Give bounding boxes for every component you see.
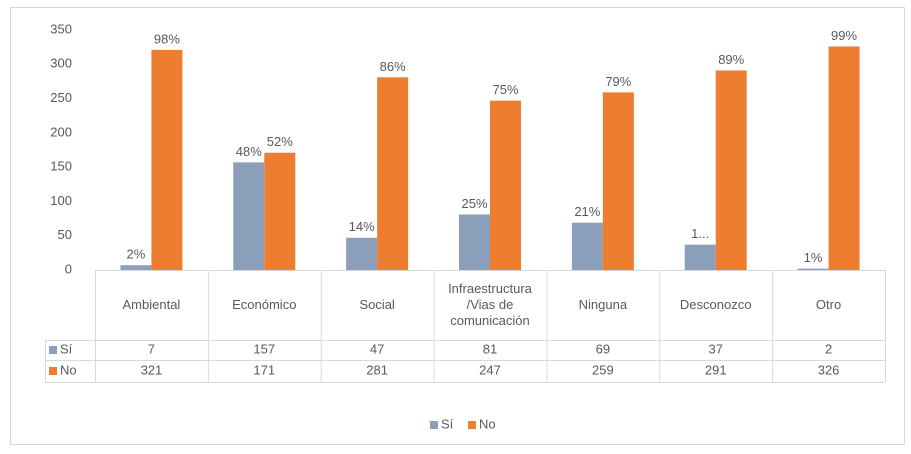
table-legend-key	[49, 367, 57, 375]
table-value: 7	[148, 341, 155, 356]
y-tick-label: 350	[50, 21, 72, 36]
table-value: 81	[483, 341, 497, 356]
table-value: 247	[479, 362, 501, 377]
chart-border	[10, 7, 905, 445]
data-label: 89%	[718, 52, 744, 67]
x-category-cell: Otro	[815, 297, 842, 312]
data-label: 99%	[831, 28, 857, 43]
y-tick-label: 250	[50, 90, 72, 105]
data-label: 14%	[349, 219, 375, 234]
data-label: 98%	[154, 31, 180, 46]
table-value: 321	[141, 362, 163, 377]
data-label: 1%	[804, 250, 823, 265]
category-label: Ninguna	[578, 297, 628, 312]
legend-label: No	[479, 416, 496, 431]
table-value: 69	[596, 341, 610, 356]
category-label: Social	[359, 297, 395, 312]
bar	[715, 70, 747, 270]
y-tick-label: 300	[50, 56, 72, 71]
y-tick-label: 200	[50, 124, 72, 139]
data-label: 25%	[461, 196, 487, 211]
table-value: 291	[705, 362, 727, 377]
table-value: 171	[253, 362, 275, 377]
legend-key	[430, 421, 438, 429]
x-category-cell: Ambiental	[122, 297, 181, 312]
table-value: 259	[592, 362, 614, 377]
x-category-cell: Infraestructura /Vias de comunicación	[448, 281, 532, 328]
data-label: 75%	[492, 82, 518, 97]
table-value: 47	[370, 341, 384, 356]
x-category-cell: Económico	[232, 297, 297, 312]
bar	[233, 162, 265, 270]
x-category-cell: Ninguna	[578, 297, 628, 312]
data-label: 2%	[127, 247, 146, 262]
bar	[490, 100, 521, 270]
table-value: 326	[818, 362, 840, 377]
y-tick-label: 0	[65, 261, 72, 276]
legend-label: Sí	[441, 416, 454, 431]
data-label: 48%	[236, 144, 262, 159]
y-tick-label: 50	[58, 227, 72, 242]
bar	[571, 222, 603, 270]
category-label: Infraestructura /Vias de comunicación	[448, 281, 532, 328]
category-label: Económico	[232, 297, 297, 312]
bar	[151, 49, 183, 271]
table-value: 37	[708, 341, 722, 356]
data-label: 1...	[691, 226, 709, 241]
y-tick-label: 150	[50, 159, 72, 174]
bar	[684, 244, 716, 270]
x-category-cell: Desconozco	[679, 297, 752, 312]
category-label: Desconozco	[679, 297, 752, 312]
bar	[346, 237, 378, 270]
y-tick-label: 100	[50, 193, 72, 208]
table-legend-label: No	[60, 362, 77, 377]
data-label: 21%	[574, 204, 600, 219]
data-label: 52%	[267, 134, 293, 149]
table-value: 2	[825, 341, 832, 356]
data-label: 79%	[605, 74, 631, 89]
category-label: Ambiental	[122, 297, 181, 312]
category-label: Otro	[815, 297, 842, 312]
table-legend-key	[49, 346, 57, 354]
table-value: 281	[366, 362, 388, 377]
bar	[377, 77, 409, 270]
bar	[797, 268, 829, 270]
bar	[120, 265, 152, 270]
legend-key	[468, 421, 476, 429]
table-value: 157	[253, 341, 275, 356]
bar	[602, 92, 634, 271]
bar	[828, 46, 860, 271]
data-label: 86%	[380, 59, 406, 74]
bar	[264, 152, 296, 270]
x-category-cell: Social	[359, 297, 395, 312]
bar	[459, 214, 490, 270]
table-legend-label: Sí	[60, 341, 73, 356]
